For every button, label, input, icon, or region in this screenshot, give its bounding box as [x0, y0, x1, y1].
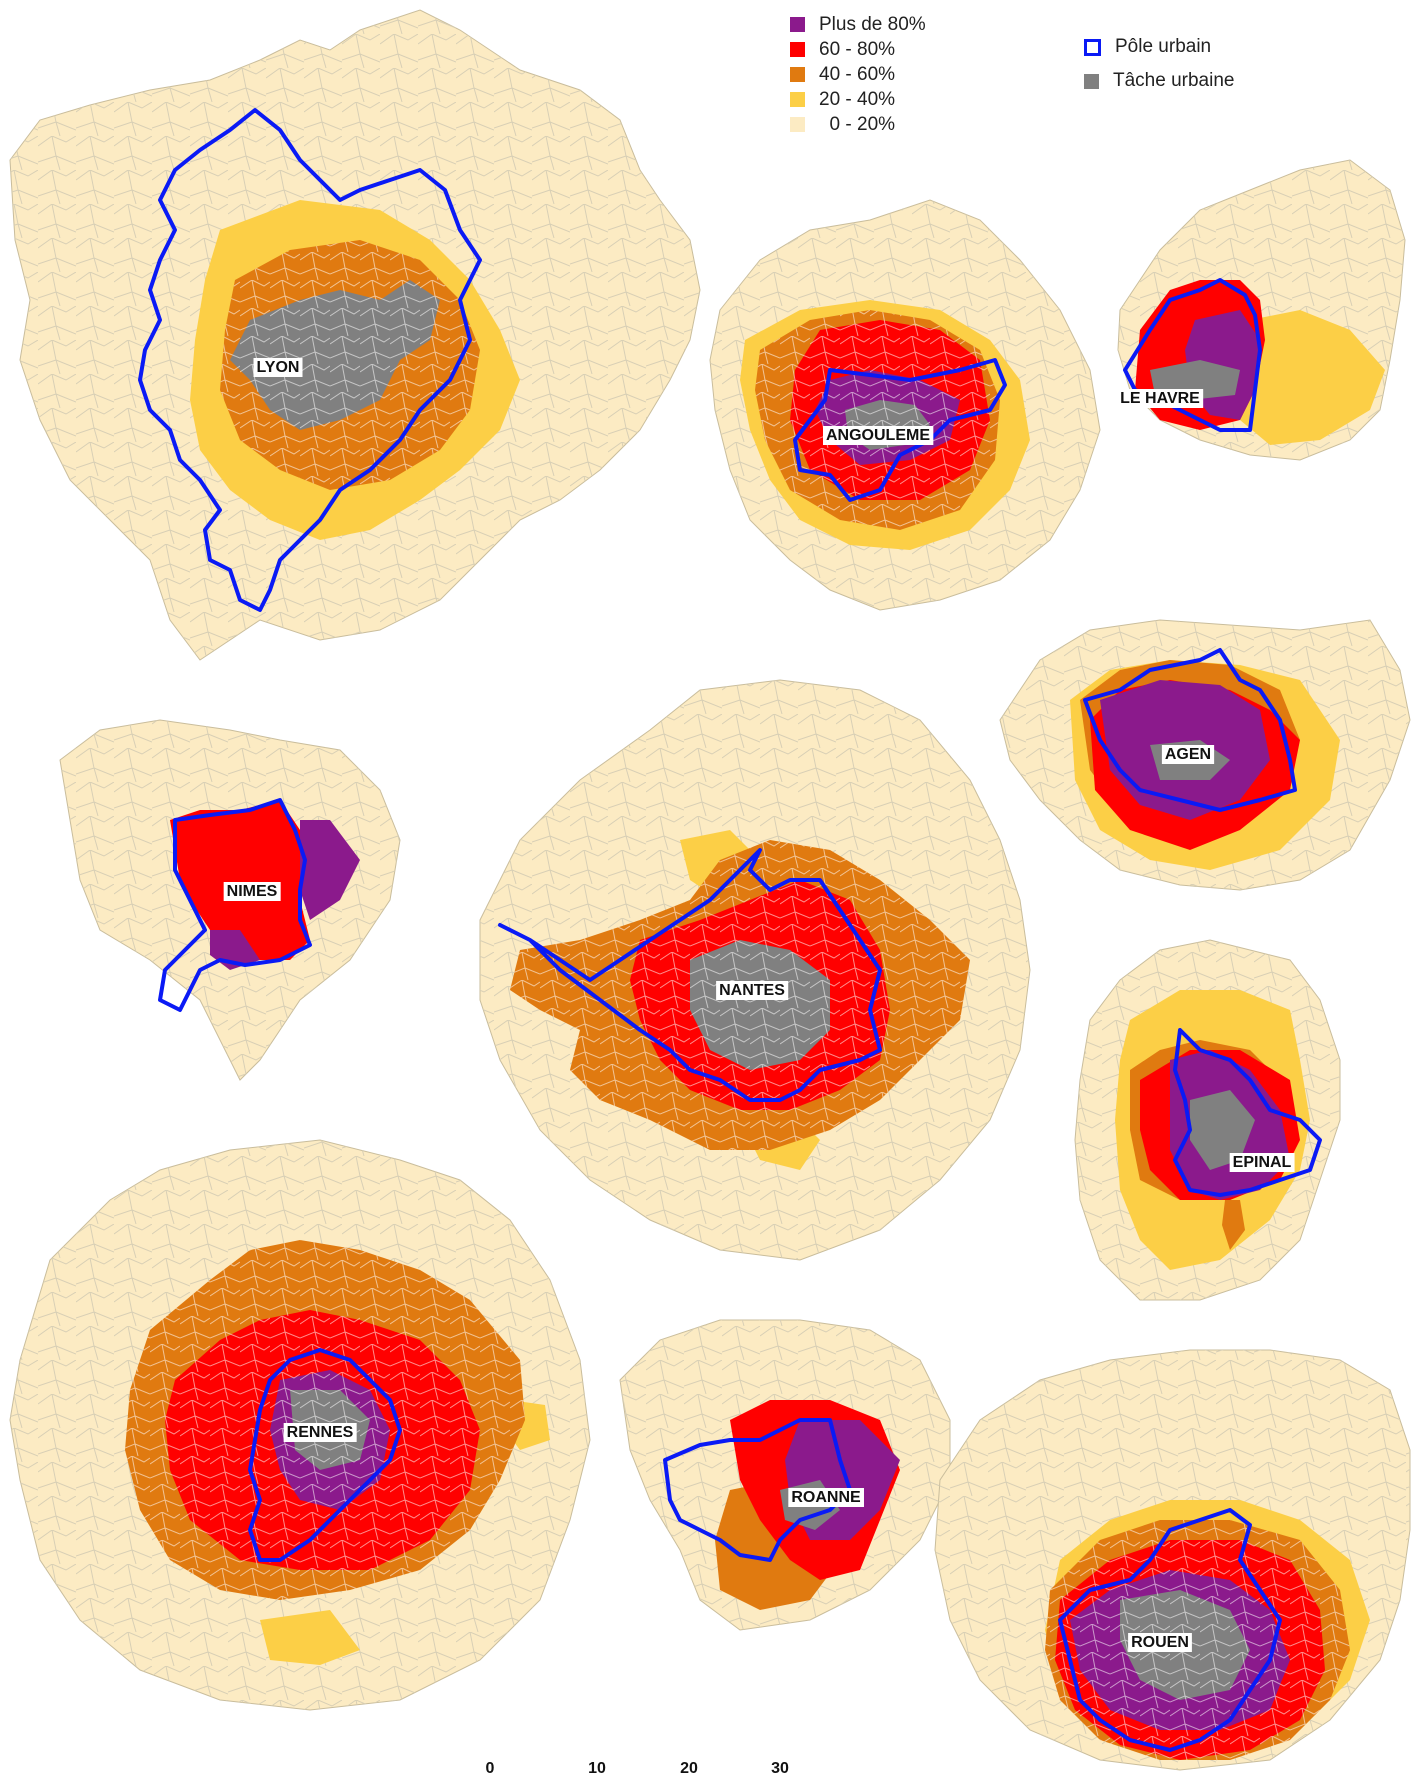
- city-label-background: [283, 1423, 357, 1442]
- city-label-agen: AGEN: [1165, 746, 1211, 763]
- le-havre-urban-area: LE HAVRE: [1117, 159, 1406, 461]
- roanne-urban-area: ROANNE: [619, 1319, 951, 1631]
- legend-swatch-40-60: [790, 67, 805, 82]
- legend-item-0-20: 0 - 20%: [790, 112, 926, 137]
- legend-item-tache-urbaine: Tâche urbaine: [1084, 64, 1234, 98]
- legend-swatch-20-40: [790, 92, 805, 107]
- legend-swatch-pole-urbain: [1084, 38, 1101, 56]
- city-label-epinal: EPINAL: [1233, 1154, 1292, 1171]
- city-label-background: [823, 426, 934, 445]
- city-label-roanne: ROANNE: [791, 1489, 861, 1506]
- nantes-pole-urbain-boundary: [498, 848, 882, 1102]
- lyon-urban-area: LYON: [9, 9, 701, 661]
- city-label-background: [716, 981, 789, 1000]
- city-label-rennes: RENNES: [287, 1424, 354, 1441]
- rennes-pole-urbain-boundary: [248, 1348, 402, 1562]
- epinal-class-40-60-tail: [1222, 1200, 1245, 1250]
- legend-label: 0 - 20%: [819, 113, 896, 135]
- city-label-background: [1128, 1633, 1192, 1652]
- rouen-pole-urbain-boundary: [1058, 1508, 1282, 1752]
- nimes-class-over-80: [300, 820, 360, 920]
- legend-label: 20 - 40%: [819, 88, 896, 110]
- legend-swatch-tache-urbaine: [1084, 73, 1099, 89]
- legend-symbols: Pôle urbain Tâche urbaine: [1084, 30, 1234, 98]
- legend-label: Plus de 80%: [819, 13, 926, 35]
- legend-item-60-80: 60 - 80%: [790, 37, 926, 62]
- city-label-background: [1229, 1153, 1295, 1172]
- legend-swatch-0-20: [790, 117, 805, 132]
- lyon-pole-urbain-boundary: [138, 108, 482, 612]
- legend-label: 40 - 60%: [819, 63, 896, 85]
- scale-bar: 0 10 20 30: [486, 1760, 789, 1777]
- city-label-nantes: NANTES: [719, 982, 785, 999]
- city-label-background: [788, 1488, 864, 1507]
- nimes-pole-urbain-boundary: [158, 798, 312, 1012]
- city-label-angouleme: ANGOULEME: [826, 427, 930, 444]
- legend-classes: Plus de 80% 60 - 80% 40 - 60% 20 - 40% 0…: [790, 12, 926, 137]
- legend-label: Pôle urbain: [1115, 36, 1212, 57]
- city-label-background: [223, 882, 281, 901]
- legend-item-20-40: 20 - 40%: [790, 87, 926, 112]
- scale-tick-30: 30: [771, 1760, 789, 1777]
- rennes-urban-area: RENNES: [9, 1139, 591, 1711]
- angouleme-urban-area: ANGOULEME: [709, 199, 1101, 611]
- city-label-nimes: NIMES: [227, 883, 278, 900]
- nimes-class-60-80: [170, 800, 310, 960]
- le-havre-class-20-40: [1235, 310, 1385, 445]
- scale-tick-20: 20: [680, 1760, 698, 1777]
- agen-pole-urbain-boundary: [1083, 648, 1297, 812]
- nantes-urban-area: NANTES: [479, 679, 1031, 1261]
- city-label-le-havre: LE HAVRE: [1120, 390, 1200, 407]
- rennes-class-20-40: [260, 1610, 360, 1665]
- legend-item-40-60: 40 - 60%: [790, 62, 926, 87]
- legend-item-pole-urbain: Pôle urbain: [1084, 30, 1234, 64]
- epinal-pole-urbain-boundary: [1173, 1028, 1322, 1197]
- epinal-urban-area: EPINAL: [1074, 939, 1341, 1301]
- epinal-urban-spot: [1190, 1090, 1255, 1170]
- legend-swatch-over-80: [790, 17, 805, 32]
- angouleme-pole-urbain-boundary: [793, 358, 1007, 502]
- legend-swatch-60-80: [790, 42, 805, 57]
- city-label-background: [1117, 389, 1204, 408]
- scale-tick-10: 10: [588, 1760, 606, 1777]
- city-label-background: [253, 358, 303, 377]
- legend-item-over-80: Plus de 80%: [790, 12, 926, 37]
- city-label-lyon: LYON: [257, 359, 300, 376]
- city-label-rouen: ROUEN: [1131, 1634, 1189, 1651]
- city-label-background: [1161, 745, 1215, 764]
- rouen-urban-area: ROUEN: [934, 1349, 1411, 1771]
- agen-urban-area: AGEN: [999, 619, 1411, 891]
- legend-label: Tâche urbaine: [1113, 70, 1235, 91]
- scale-tick-0: 0: [486, 1760, 495, 1777]
- nimes-urban-area: NIMES: [59, 719, 401, 1081]
- legend-label: 60 - 80%: [819, 38, 896, 60]
- roanne-pole-urbain-boundary: [663, 1418, 852, 1562]
